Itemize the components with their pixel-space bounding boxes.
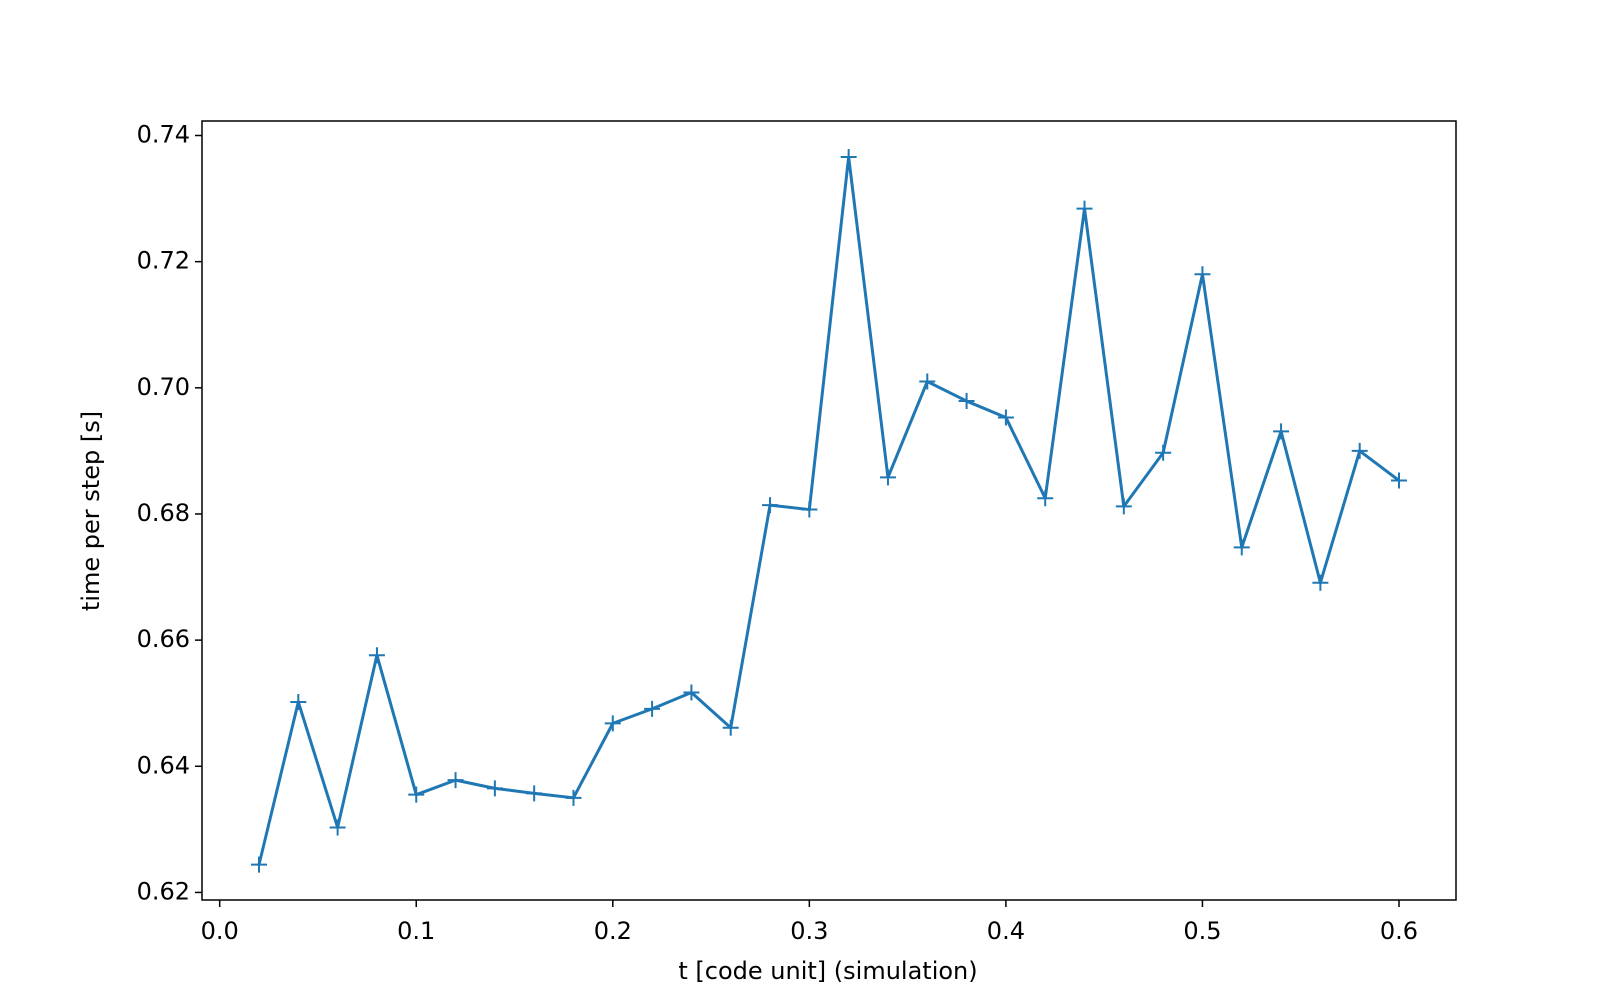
marker bbox=[1351, 442, 1368, 459]
marker bbox=[1115, 498, 1132, 515]
marker bbox=[329, 819, 346, 836]
plot-frame bbox=[201, 120, 1457, 901]
x-tick-label: 0.5 bbox=[1183, 917, 1221, 945]
x-tick-label: 0.1 bbox=[397, 917, 435, 945]
marker bbox=[251, 856, 267, 873]
marker bbox=[447, 772, 464, 789]
y-tick-label: 0.62 bbox=[137, 877, 190, 905]
x-tick-label: 0.0 bbox=[201, 917, 239, 945]
marker bbox=[1273, 423, 1290, 440]
marker bbox=[683, 684, 700, 701]
marker bbox=[1391, 472, 1407, 489]
y-tick-label: 0.66 bbox=[137, 625, 190, 653]
x-tick-label: 0.2 bbox=[594, 917, 632, 945]
y-tick-label: 0.64 bbox=[137, 751, 190, 779]
y-tick-label: 0.74 bbox=[137, 121, 190, 149]
marker bbox=[958, 393, 975, 410]
marker bbox=[1312, 574, 1329, 591]
marker bbox=[919, 373, 936, 390]
marker bbox=[879, 469, 896, 486]
y-tick-label: 0.70 bbox=[137, 373, 190, 401]
marker bbox=[1233, 539, 1250, 556]
marker bbox=[1076, 200, 1093, 217]
x-tick-label: 0.4 bbox=[987, 917, 1025, 945]
marker bbox=[1155, 444, 1172, 461]
marker bbox=[368, 647, 385, 664]
y-tick-label: 0.72 bbox=[137, 247, 190, 275]
marker bbox=[565, 789, 582, 806]
marker bbox=[801, 501, 818, 518]
marker bbox=[486, 780, 503, 797]
marker bbox=[840, 148, 857, 165]
marker bbox=[1037, 490, 1054, 507]
marker bbox=[1194, 266, 1211, 283]
y-axis-label: time per step [s] bbox=[77, 411, 105, 611]
data-line bbox=[257, 155, 1400, 866]
marker bbox=[290, 693, 307, 710]
marker bbox=[997, 409, 1014, 426]
marker bbox=[644, 700, 661, 717]
marker bbox=[408, 786, 425, 803]
marker bbox=[526, 785, 543, 802]
marker bbox=[604, 715, 621, 732]
x-tick-label: 0.6 bbox=[1380, 917, 1418, 945]
x-tick-label: 0.3 bbox=[790, 917, 828, 945]
y-tick-label: 0.68 bbox=[137, 499, 190, 527]
x-axis-label: t [code unit] (simulation) bbox=[678, 957, 977, 985]
marker bbox=[722, 719, 739, 736]
marker bbox=[762, 497, 779, 514]
